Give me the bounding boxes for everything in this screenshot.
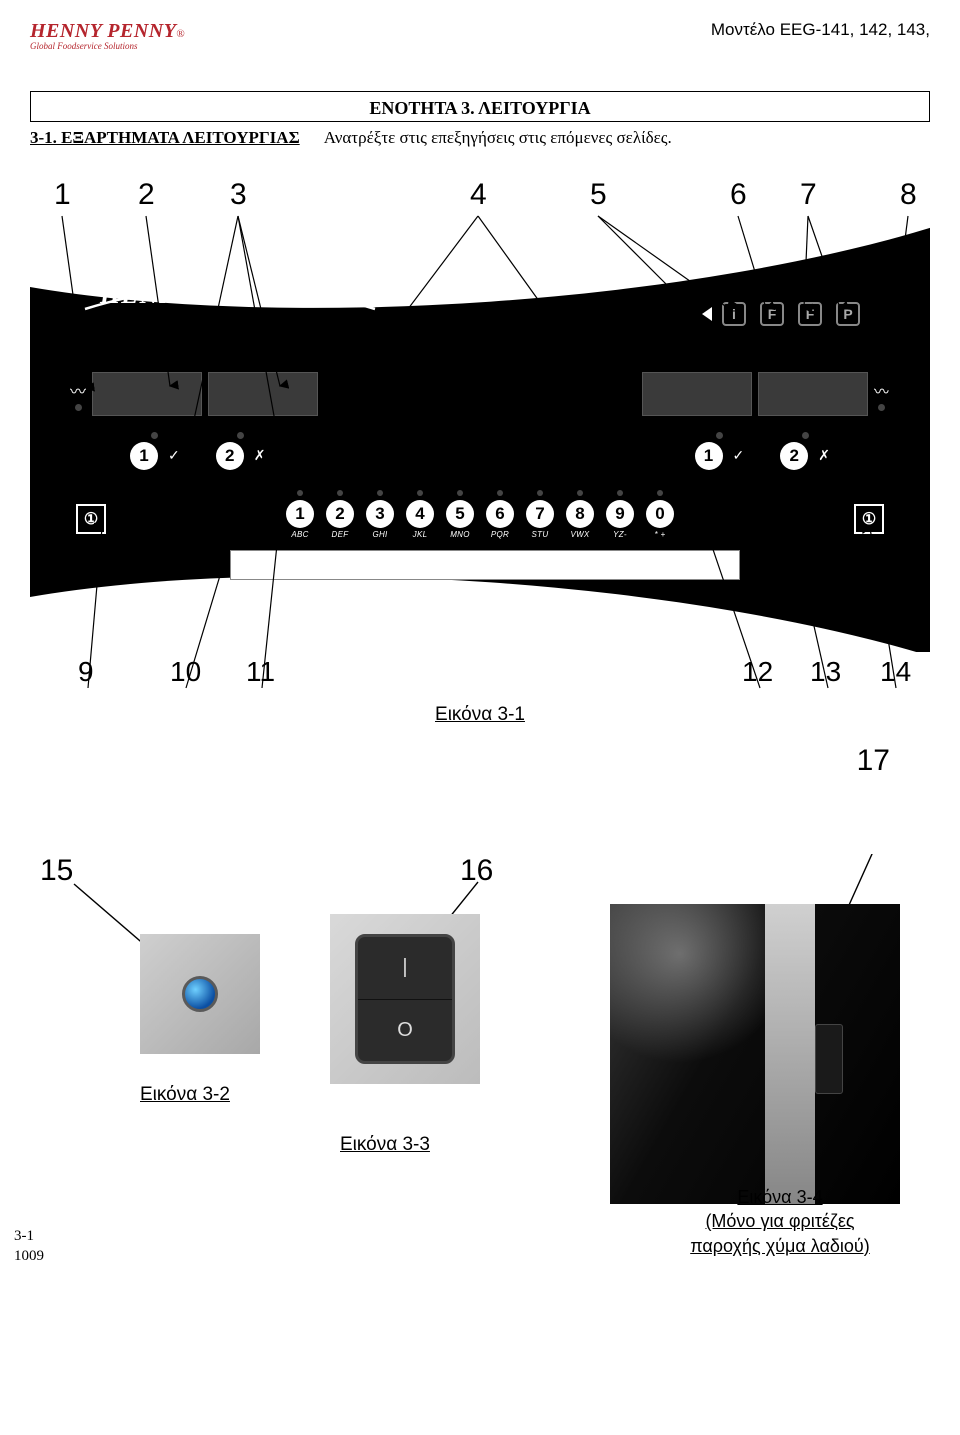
key-1[interactable]: 1ABC [286,490,314,539]
key-7[interactable]: 7STU [526,490,554,539]
lcd-strip [230,550,740,580]
heat-icon-right: 〰 [874,378,890,411]
callout-16: 16 [460,854,493,888]
section-title-box: ΕΝΟΤΗΤΑ 3. ΛΕΙΤΟΥΡΓΙΑ [30,91,930,122]
figure-bulk-oil [610,904,900,1204]
callout-10: 10 [170,656,201,688]
footer-page: 3-1 [14,1227,44,1247]
display-left-1 [92,372,202,416]
logo-reg: ® [176,28,184,40]
left-arrow-icon [702,307,712,321]
panel-brand: HENNY PENNY® [100,280,304,310]
rocker-on-mark: | [358,937,452,1000]
keypad-row: ① 1ABC 2DEF 3GHI 4JKL 5MNO 6PQR 7STU 8VWX 9YZ- 0*… [30,490,930,539]
timer-left-2[interactable]: 2✗ [216,432,266,470]
footer-rev: 1009 [14,1247,44,1267]
display-row: 〰 〰 [30,372,930,416]
callout-8: 8 [900,178,917,212]
callout-4: 4 [470,178,487,212]
timer-right-2[interactable]: 2✗ [780,432,830,470]
key-8[interactable]: 8VWX [566,490,594,539]
display-right-2 [758,372,868,416]
panel-brand-reg: ® [294,282,304,296]
callouts-bottom: 9 10 11 12 13 14 [30,656,930,696]
control-panel: HENNY PENNY® i F F P 〰 〰 [30,222,930,652]
callout-9: 9 [78,656,94,688]
callout-3: 3 [230,178,247,212]
display-left-2 [208,372,318,416]
callout-1: 1 [54,178,71,212]
callout-15: 15 [40,854,73,888]
key-6[interactable]: 6PQR [486,490,514,539]
callout-11: 11 [246,656,275,688]
subsection-text: Ανατρέξτε στις επεξηγήσεις στις επόμενες… [324,128,672,148]
power-left-button[interactable]: ① [76,504,106,534]
logo-text: HENNY PENNY [30,20,176,42]
key-5[interactable]: 5MNO [446,490,474,539]
footer: 3-1 1009 [14,1227,44,1266]
logo-tagline: Global Foodservice Solutions [30,41,185,51]
key-0[interactable]: 0* + [646,490,674,539]
caption-fig34-block: Εικόνα 3-4 (Μόνο για φριτέζες παροχής χύ… [630,1185,930,1258]
led-icon [182,976,218,1012]
callout-7: 7 [800,178,817,212]
heat-icon-left: 〰 [70,378,86,411]
caption-fig34-a: Εικόνα 3-4 [630,1185,930,1209]
f1-button[interactable]: F [760,302,784,326]
timer-right-1[interactable]: 1✓ [695,432,745,470]
key-9[interactable]: 9YZ- [606,490,634,539]
page-header: HENNY PENNY® Global Foodservice Solution… [30,20,930,51]
caption-fig32: Εικόνα 3-2 [140,1084,230,1106]
key-4[interactable]: 4JKL [406,490,434,539]
section-title: ΕΝΟΤΗΤΑ 3. ΛΕΙΤΟΥΡΓΙΑ [369,98,590,118]
callout-12: 12 [742,656,773,688]
key-3[interactable]: 3GHI [366,490,394,539]
rocker-off-mark: O [358,1000,452,1062]
callout-14: 14 [880,656,911,688]
lower-figures: 15 16 Εικόνα 3-2 | O Εικόνα 3-3 Εικόνα 3… [30,854,930,1234]
caption-fig33: Εικόνα 3-3 [340,1134,430,1156]
model-text: Μοντέλο EEG-141, 142, 143, [711,20,930,40]
subsection-label: 3-1. ΕΞΑΡΤΗΜΑΤΑ ΛΕΙΤΟΥΡΓΙΑΣ [30,128,300,148]
subsection-row: 3-1. ΕΞΑΡΤΗΜΑΤΑ ΛΕΙΤΟΥΡΓΙΑΣ Ανατρέξτε στ… [30,128,930,148]
figure-led [140,934,260,1054]
p-button[interactable]: P [836,302,860,326]
callout-6: 6 [730,178,747,212]
callout-13: 13 [810,656,841,688]
callouts-top: 1 2 3 4 5 6 7 8 [30,178,930,222]
info-buttons: i F F P [702,302,860,326]
callout-17: 17 [857,744,890,778]
figure-rocker-switch: | O [330,914,480,1084]
callout-5: 5 [590,178,607,212]
power-right-button[interactable]: ① [854,504,884,534]
caption-fig31: Εικόνα 3-1 [30,704,930,726]
callout-2: 2 [138,178,155,212]
caption-fig34-b: (Μόνο για φριτέζες [630,1209,930,1233]
timer-left-1[interactable]: 1✓ [130,432,180,470]
display-right-1 [642,372,752,416]
timer-row: 1✓ 2✗ 1✓ 2✗ [30,432,930,470]
keypad: 1ABC 2DEF 3GHI 4JKL 5MNO 6PQR 7STU 8VWX 9YZ- 0* + [286,490,674,539]
bulk-oil-switch[interactable] [815,1024,843,1094]
rocker-switch[interactable]: | O [355,934,455,1064]
key-2[interactable]: 2DEF [326,490,354,539]
logo: HENNY PENNY® Global Foodservice Solution… [30,20,185,51]
f2-button[interactable]: F [798,302,822,326]
panel-brand-text: HENNY PENNY [100,280,294,309]
control-panel-diagram: 1 2 3 4 5 6 7 8 HENNY PENNY® i F F P [30,178,930,784]
caption-fig34-c: παροχής χύμα λαδιού) [630,1234,930,1258]
info-button[interactable]: i [722,302,746,326]
